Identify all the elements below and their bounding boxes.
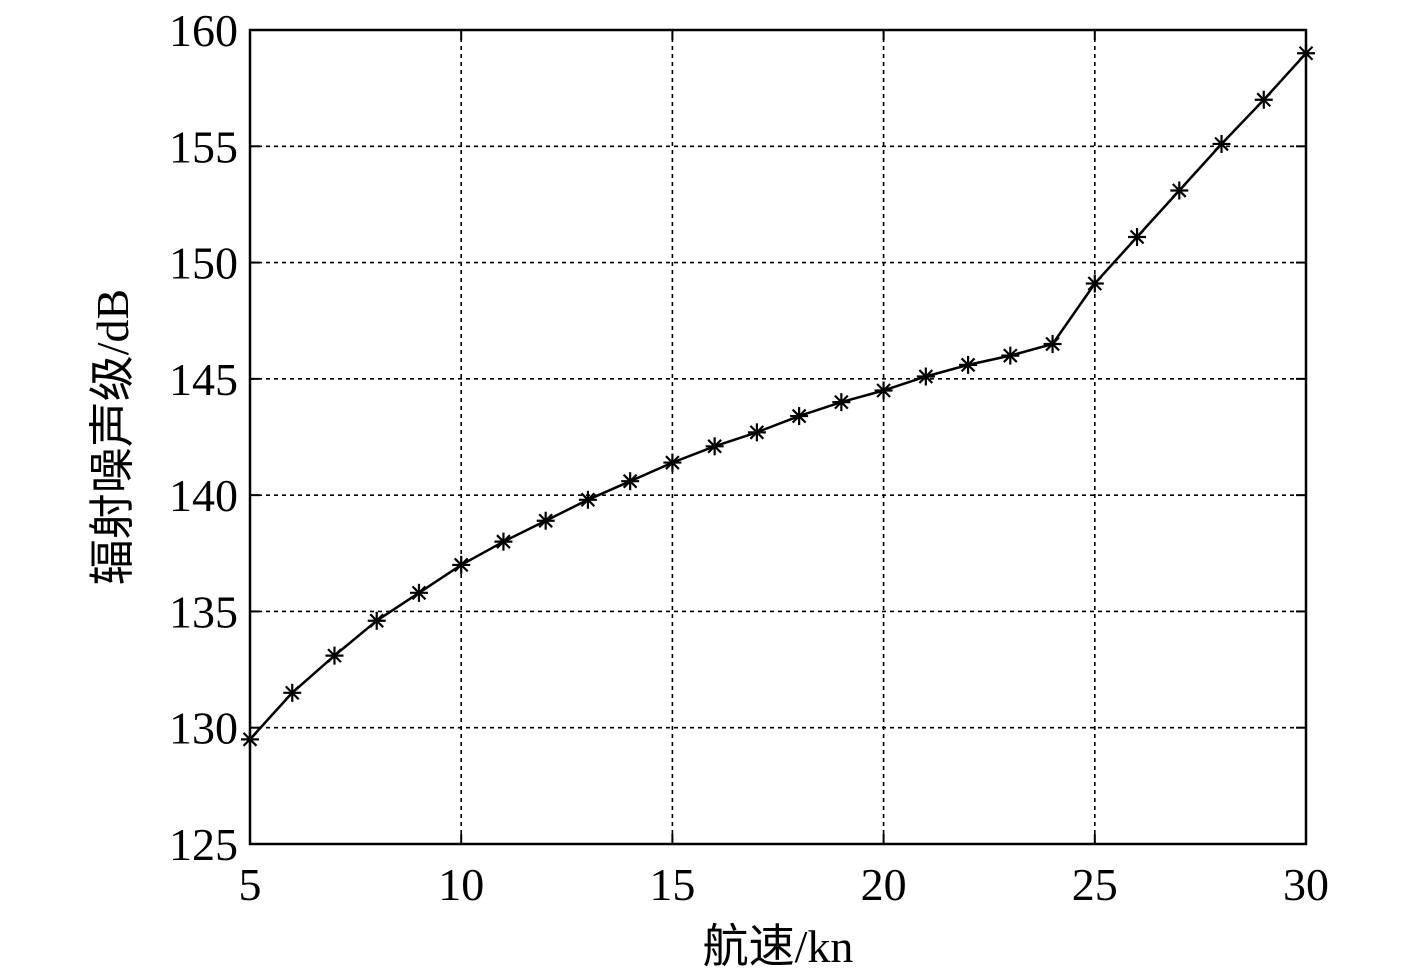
data-point-20 [1085,274,1104,293]
y-tick-label-5: 150 [169,238,238,289]
data-point-5 [452,555,471,574]
y-tick-label-0: 125 [169,819,238,870]
data-point-6 [494,532,513,551]
data-point-15 [874,381,893,400]
x-tick-label-3: 20 [861,859,907,910]
series-line [249,52,1307,741]
data-point-2 [325,646,344,665]
x-tick-label-5: 30 [1283,859,1329,910]
y-tick-label-3: 140 [169,470,238,521]
data-markers [241,44,1315,749]
plot-frame [248,28,1308,846]
data-point-8 [578,490,597,509]
data-point-4 [409,583,428,602]
data-point-19 [1043,334,1062,353]
y-tick-labels: 125 130 135 140 145 150 155 160 [169,5,238,870]
data-point-11 [705,437,724,456]
y-tick-label-4: 145 [169,354,238,405]
y-tick-label-6: 155 [169,121,238,172]
data-point-12 [747,423,766,442]
x-tick-label-1: 10 [438,859,484,910]
y-axis-title: 辐射噪声级/dB [87,289,138,585]
data-point-3 [367,611,386,630]
x-tick-labels: 5 10 15 20 25 30 [239,859,1330,910]
x-tick-label-2: 15 [649,859,695,910]
data-point-24 [1254,90,1273,109]
x-tick-label-4: 25 [1072,859,1118,910]
y-tick-label-7: 160 [169,5,238,56]
data-point-10 [663,453,682,472]
y-tick-label-2: 135 [169,586,238,637]
y-tick-label-1: 130 [169,703,238,754]
grid [250,30,1306,844]
data-point-14 [832,393,851,412]
x-axis-title: 航速/kn [703,921,854,971]
data-point-13 [790,407,809,426]
data-point-23 [1212,134,1231,153]
data-point-16 [916,367,935,386]
data-point-17 [959,355,978,374]
data-point-25 [1297,44,1315,63]
data-point-22 [1170,181,1189,200]
data-point-9 [621,472,640,491]
data-point-7 [536,511,555,530]
data-point-0 [241,730,259,749]
tick-marks [249,29,1307,845]
data-point-21 [1128,227,1147,246]
data-point-18 [1001,346,1020,365]
x-tick-label-0: 5 [239,859,262,910]
data-point-1 [283,683,302,702]
